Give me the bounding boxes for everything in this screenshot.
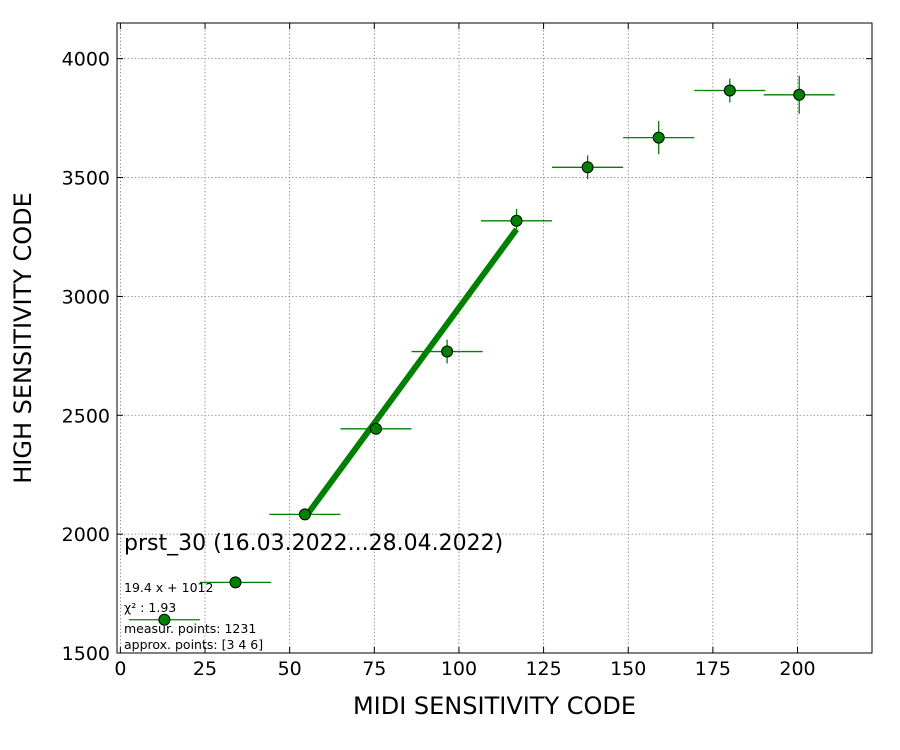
data-point (158, 613, 171, 626)
annotation-measur-points: measur. points: 1231 (124, 621, 256, 636)
x-tick-label: 25 (193, 658, 217, 680)
x-tick-label: 150 (610, 658, 646, 680)
y-tick-label: 2000 (62, 524, 110, 546)
x-axis-label: MIDI SENSITIVITY CODE (353, 692, 636, 720)
data-point-group (623, 120, 695, 155)
data-point-group (694, 78, 766, 103)
data-point (229, 576, 242, 589)
x-tick-label: 50 (278, 658, 302, 680)
y-tick-label: 3500 (62, 168, 110, 190)
fit-line (302, 227, 519, 520)
x-tick-label: 200 (779, 658, 815, 680)
fit-line-layer (302, 227, 519, 520)
grid (117, 23, 872, 654)
data-point-group (128, 613, 200, 626)
data-point (441, 345, 454, 358)
x-tick-label: 125 (525, 658, 561, 680)
x-tick-label: 75 (362, 658, 386, 680)
y-tick-label: 2500 (62, 405, 110, 427)
data-point-group (199, 576, 272, 589)
data-point-group (269, 508, 341, 521)
y-axis-label: HIGH SENSITIVITY CODE (9, 192, 37, 484)
data-point (793, 88, 806, 101)
data-points (128, 75, 835, 626)
y-tick-label: 4000 (62, 49, 110, 71)
annotation-fit-formula: 19.4 x + 1012 (124, 580, 213, 595)
data-point-group (552, 155, 624, 180)
x-tick-label: 100 (441, 658, 477, 680)
data-point-group (411, 339, 483, 364)
plot-frame (116, 22, 873, 654)
data-point (510, 214, 523, 227)
data-point (581, 161, 594, 174)
y-tick-label: 1500 (62, 643, 110, 665)
annotation-title: prst_30 (16.03.2022...28.04.2022) (124, 531, 503, 556)
data-point-group (480, 208, 553, 233)
ticks: 0 25 50 75 100 125 150 175 200 1500 2000 2500 3000 35… (62, 23, 872, 680)
data-point-group (763, 75, 835, 114)
data-point (370, 422, 383, 435)
data-point (652, 131, 665, 144)
data-point-group (340, 422, 412, 435)
annotation-chi2: χ² : 1.93 (124, 600, 176, 615)
data-point (723, 84, 736, 97)
y-tick-label: 3000 (62, 286, 110, 308)
x-tick-label: 175 (695, 658, 731, 680)
data-point (298, 508, 311, 521)
annotation-approx-points: approx. points: [3 4 6] (124, 637, 263, 652)
x-tick-label: 0 (114, 658, 126, 680)
